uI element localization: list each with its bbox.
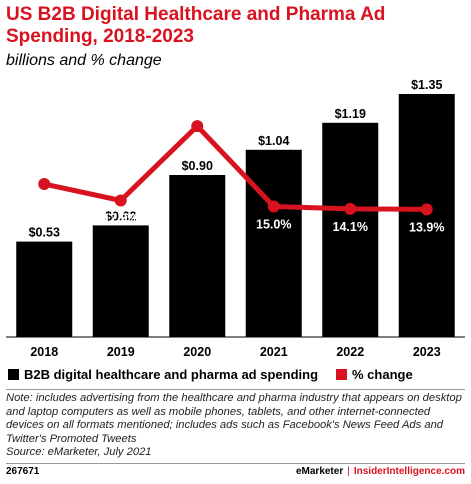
bar-2020: [169, 175, 226, 337]
pct-point-2023: [420, 203, 433, 216]
legend-label-bar: B2B digital healthcare and pharma ad spe…: [24, 367, 319, 382]
legend-label-line: % change: [352, 367, 413, 382]
divider-top: [6, 389, 465, 390]
pct-label-2021: 15.0%: [256, 218, 291, 232]
x-tick-2022: 2022: [336, 345, 364, 359]
legend-swatch-line: [336, 369, 348, 380]
bar-label-2021: $1.04: [258, 134, 289, 148]
legend: B2B digital healthcare and pharma ad spe…: [8, 367, 431, 382]
chart-note: Note: includes advertising from the heal…: [6, 392, 468, 460]
pct-label-2023: 13.9%: [409, 220, 444, 234]
pct-label-2019: 17.3%: [103, 211, 138, 225]
pct-point-2020: [191, 120, 204, 133]
bar-2019: [92, 225, 149, 337]
bar-label-2018: $0.53: [29, 226, 60, 240]
bar-label-2022: $1.19: [335, 107, 366, 121]
chart-title: US B2B Digital Healthcare and Pharma Ad …: [6, 4, 386, 47]
legend-item-line: % change: [336, 367, 413, 382]
bar-label-2020: $0.90: [182, 159, 213, 173]
chart-canvas: $0.53 $0.62 $0.90 $1.04 $1.19 $1.35 2018 2019 20…: [6, 78, 465, 359]
bar-2023: [398, 94, 455, 337]
chart-subtitle: billions and % change: [6, 52, 162, 69]
bar-label-2023: $1.35: [411, 78, 442, 92]
x-tick-2020: 2020: [183, 345, 211, 359]
source-text: Source: eMarketer, July 2021: [6, 446, 152, 458]
x-tick-2019: 2019: [107, 345, 135, 359]
x-tick-2021: 2021: [260, 345, 288, 359]
pct-point-2022: [344, 202, 357, 215]
legend-item-bar: B2B digital healthcare and pharma ad spe…: [8, 367, 318, 382]
brand-emarketer: eMarketer: [295, 466, 344, 477]
note-text: Note: includes advertising from the heal…: [6, 392, 462, 445]
legend-swatch-bar: [8, 369, 19, 380]
bar-2021: [245, 149, 302, 337]
x-tick-2023: 2023: [413, 345, 441, 359]
bar-label-2019: $0.62: [105, 209, 136, 223]
chart-id: 267671: [6, 466, 40, 477]
pct-point-2019: [114, 194, 127, 207]
brand: eMarketer | InsiderIntelligence.com: [296, 466, 465, 477]
pct-label-2022: 14.1%: [333, 220, 368, 234]
bar-2018: [16, 241, 73, 337]
pct-point-2021: [267, 200, 280, 213]
pct-label-2020: 45.8%: [180, 103, 215, 117]
pct-change-line: [41, 123, 430, 212]
brand-separator: |: [347, 466, 350, 477]
footer: 267671 eMarketer | InsiderIntelligence.com: [6, 466, 465, 477]
x-tick-2018: 2018: [30, 345, 58, 359]
divider-bottom: [6, 463, 465, 464]
brand-insider: InsiderIntelligence.com: [353, 466, 465, 477]
bar-2022: [322, 122, 379, 337]
pct-point-2018: [38, 178, 51, 191]
pct-label-2018: 23.6%: [27, 195, 62, 209]
